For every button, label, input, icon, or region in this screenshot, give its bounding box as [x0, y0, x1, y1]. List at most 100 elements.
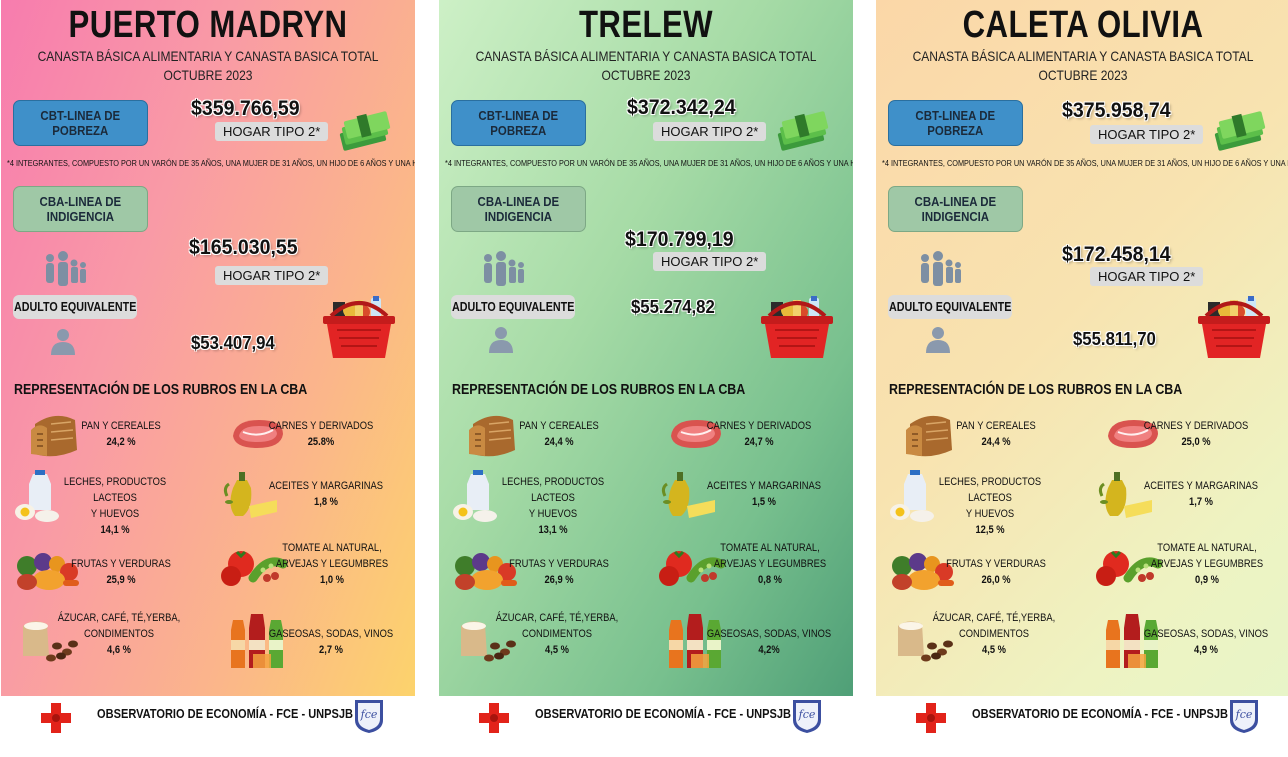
- fce-crest-icon: fce: [1228, 698, 1258, 733]
- rubro-percent: 24,4 %: [981, 436, 1011, 448]
- subtitle: CANASTA BÁSICA ALIMENTARIA Y CANASTA BAS…: [37, 48, 379, 64]
- rubro-percent: 14,1 %: [100, 524, 130, 536]
- cbt-label: CBT-LINEA DE POBREZA: [888, 100, 1023, 146]
- rubro-label: FRUTAS Y VERDURAS: [71, 558, 171, 570]
- rubro-tomate-legumbres: TOMATE AL NATURAL, ARVEJAS Y LEGUMBRES 0…: [1143, 540, 1271, 588]
- cba-value: $165.030,55: [189, 236, 298, 259]
- rubro-label-cont: CONDIMENTOS: [959, 628, 1029, 640]
- rubro-percent: 0,8 %: [758, 574, 782, 586]
- rubro-azucar-cafe: ÁZUCAR, CAFÉ, TÉ,YERBA, CONDIMENTOS 4,6 …: [55, 610, 183, 658]
- rubro-aceites: ACEITES Y MARGARINAS 1,8 %: [262, 478, 390, 510]
- rubro-label: CARNES Y DERIVADOS: [706, 420, 812, 432]
- rubro-gaseosas: GASEOSAS, SODAS, VINOS 4,9 %: [1142, 626, 1270, 658]
- rubro-frutas-verduras: FRUTAS Y VERDURAS 26,0 %: [937, 556, 1056, 588]
- sugar-coffee-icon: [892, 614, 962, 669]
- section-title: REPRESENTACIÓN DE LOS RUBROS EN LA CBA: [889, 381, 1183, 398]
- milk-eggs-icon: [888, 470, 946, 529]
- rubro-percent: 4,5 %: [545, 644, 569, 656]
- family-icon: [479, 250, 527, 295]
- person-icon: [49, 327, 77, 360]
- rubro-percent: 4,6 %: [107, 644, 131, 656]
- cbt-value: $372.342,24: [627, 96, 736, 119]
- city-title: TRELEW: [578, 4, 714, 46]
- rubro-leches-huevos: LECHES, PRODUCTOS LACTEOS Y HUEVOS 12,5 …: [926, 474, 1054, 538]
- rubro-label: ÁZUCAR, CAFÉ, TÉ,YERBA,: [495, 612, 619, 624]
- rubro-percent: 1,7 %: [1189, 496, 1213, 508]
- period: OCTUBRE 2023: [601, 67, 691, 83]
- person-icon: [487, 325, 515, 358]
- cba-value: $170.799,19: [625, 228, 734, 251]
- rubro-label: GASEOSAS, SODAS, VINOS: [1143, 628, 1269, 640]
- vegetables-icon: [13, 550, 83, 601]
- bread-icon: [900, 410, 958, 465]
- rubro-label: CARNES Y DERIVADOS: [268, 420, 374, 432]
- rubro-label-cont: Y HUEVOS: [965, 508, 1015, 520]
- cbt-label: CBT-LINEA DE POBREZA: [451, 100, 586, 146]
- bread-icon: [25, 410, 83, 465]
- rubro-label: LECHES, PRODUCTOS LACTEOS: [938, 476, 1042, 504]
- rubro-label-cont: ARVEJAS Y LEGUMBRES: [275, 558, 389, 570]
- rubro-percent: 1,5 %: [752, 496, 776, 508]
- rubro-gaseosas: GASEOSAS, SODAS, VINOS 2,7 %: [267, 626, 395, 658]
- rubro-label: LECHES, PRODUCTOS LACTEOS: [501, 476, 605, 504]
- rubro-label-cont: CONDIMENTOS: [84, 628, 154, 640]
- footer-observatorio: OBSERVATORIO DE ECONOMÍA - FCE - UNPSJB: [972, 706, 1229, 721]
- cba-label: CBA-LINEA DE INDIGENCIA: [451, 186, 586, 232]
- fce-logo-text: fce: [798, 708, 816, 721]
- vegetables-icon: [888, 550, 958, 601]
- fce-crest-icon: fce: [791, 698, 821, 733]
- sugar-coffee-icon: [455, 614, 525, 669]
- oil-icon: [223, 466, 281, 525]
- vegetables-icon: [451, 550, 521, 601]
- rubro-percent: 1,0 %: [320, 574, 344, 586]
- adult-equivalent-value: $53.407,94: [191, 333, 275, 353]
- meat-icon: [229, 414, 287, 459]
- rubro-percent: 1,8 %: [314, 496, 338, 508]
- rubro-tomate-legumbres: TOMATE AL NATURAL, ARVEJAS Y LEGUMBRES 0…: [706, 540, 834, 588]
- rubro-frutas-verduras: FRUTAS Y VERDURAS 26,9 %: [500, 556, 619, 588]
- cba-label: CBA-LINEA DE INDIGENCIA: [13, 186, 148, 232]
- oil-icon: [1098, 466, 1156, 525]
- rubro-leches-huevos: LECHES, PRODUCTOS LACTEOS Y HUEVOS 13,1 …: [489, 474, 617, 538]
- money-stack-icon: [775, 108, 831, 157]
- rubro-percent: 13,1 %: [538, 524, 568, 536]
- city-title: PUERTO MADRYN: [68, 4, 348, 46]
- sugar-coffee-icon: [17, 614, 87, 669]
- cba-label: CBA-LINEA DE INDIGENCIA: [888, 186, 1023, 232]
- rubro-label: PAN Y CEREALES: [81, 420, 161, 432]
- rubro-percent: 4,5 %: [982, 644, 1006, 656]
- rubro-percent: 25,9 %: [106, 574, 136, 586]
- rubro-label: GASEOSAS, SODAS, VINOS: [268, 628, 394, 640]
- rubro-carnes: CARNES Y DERIVADOS 25.8%: [257, 418, 385, 450]
- rubro-carnes: CARNES Y DERIVADOS 24,7 %: [695, 418, 823, 450]
- section-title: REPRESENTACIÓN DE LOS RUBROS EN LA CBA: [452, 381, 746, 398]
- panel-1: TRELEW CANASTA BÁSICA ALIMENTARIA Y CANA…: [439, 0, 853, 696]
- rubro-label: ACEITES Y MARGARINAS: [1144, 480, 1258, 492]
- rubro-percent: 2,7 %: [319, 644, 343, 656]
- rubro-label: PAN Y CEREALES: [519, 420, 599, 432]
- period: OCTUBRE 2023: [1038, 67, 1128, 83]
- rubro-label-cont: Y HUEVOS: [90, 508, 140, 520]
- rubro-label: FRUTAS Y VERDURAS: [509, 558, 609, 570]
- family-icon: [41, 250, 89, 295]
- rubro-pan-cereales: PAN Y CEREALES 24,2 %: [62, 418, 181, 450]
- milk-eggs-icon: [13, 470, 71, 529]
- shopping-basket-icon: [1194, 296, 1274, 367]
- section-title: REPRESENTACIÓN DE LOS RUBROS EN LA CBA: [14, 381, 308, 398]
- oil-icon: [661, 466, 719, 525]
- money-stack-icon: [1212, 108, 1268, 157]
- tomato-peas-icon: [219, 544, 289, 595]
- fce-logo-text: fce: [1235, 708, 1253, 721]
- household-footnote: *4 INTEGRANTES, COMPUESTO POR UN VARÓN D…: [445, 158, 853, 168]
- rubro-carnes: CARNES Y DERIVADOS 25,0 %: [1132, 418, 1260, 450]
- cba-household-tag: HOGAR TIPO 2*: [215, 266, 329, 285]
- cbt-value: $375.958,74: [1062, 99, 1171, 122]
- rubro-pan-cereales: PAN Y CEREALES 24,4 %: [937, 418, 1056, 450]
- rubro-aceites: ACEITES Y MARGARINAS 1,5 %: [700, 478, 828, 510]
- rubro-tomate-legumbres: TOMATE AL NATURAL, ARVEJAS Y LEGUMBRES 1…: [268, 540, 396, 588]
- family-icon: [916, 250, 964, 295]
- rubro-percent: 0,9 %: [1195, 574, 1219, 586]
- tomato-peas-icon: [1094, 544, 1164, 595]
- cbt-household-tag: HOGAR TIPO 2*: [653, 122, 767, 141]
- rubro-label-cont: CONDIMENTOS: [522, 628, 592, 640]
